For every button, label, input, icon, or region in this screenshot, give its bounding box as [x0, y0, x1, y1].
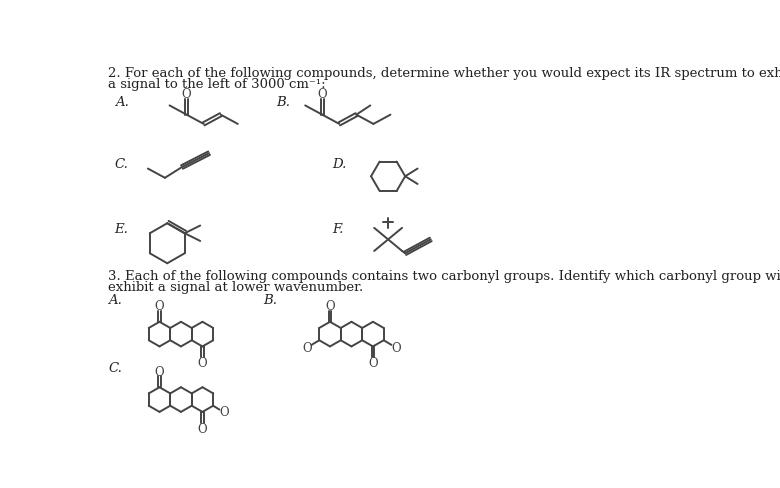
Text: 3. Each of the following compounds contains two carbonyl groups. Identify which : 3. Each of the following compounds conta…: [108, 270, 780, 283]
Text: O: O: [197, 356, 207, 369]
Text: A.: A.: [108, 294, 122, 306]
Text: O: O: [197, 422, 207, 435]
Text: O: O: [219, 406, 229, 419]
Text: O: O: [368, 356, 378, 369]
Text: O: O: [154, 300, 165, 312]
Text: C.: C.: [115, 158, 129, 171]
Text: D.: D.: [332, 158, 346, 171]
Text: O: O: [182, 87, 191, 101]
Text: F.: F.: [332, 223, 344, 236]
Text: O: O: [392, 341, 401, 354]
Text: exhibit a signal at lower wavenumber.: exhibit a signal at lower wavenumber.: [108, 281, 363, 294]
Text: B.: B.: [264, 294, 278, 306]
Text: O: O: [325, 300, 335, 312]
Text: E.: E.: [115, 223, 129, 236]
Text: 2. For each of the following compounds, determine whether you would expect its I: 2. For each of the following compounds, …: [108, 67, 780, 80]
Text: O: O: [302, 341, 312, 354]
Text: A.: A.: [115, 96, 129, 109]
Text: O: O: [154, 365, 165, 378]
Text: O: O: [317, 87, 327, 101]
Text: a signal to the left of 3000 cm⁻¹:: a signal to the left of 3000 cm⁻¹:: [108, 78, 326, 91]
Text: B.: B.: [276, 96, 289, 109]
Text: C.: C.: [108, 361, 122, 374]
